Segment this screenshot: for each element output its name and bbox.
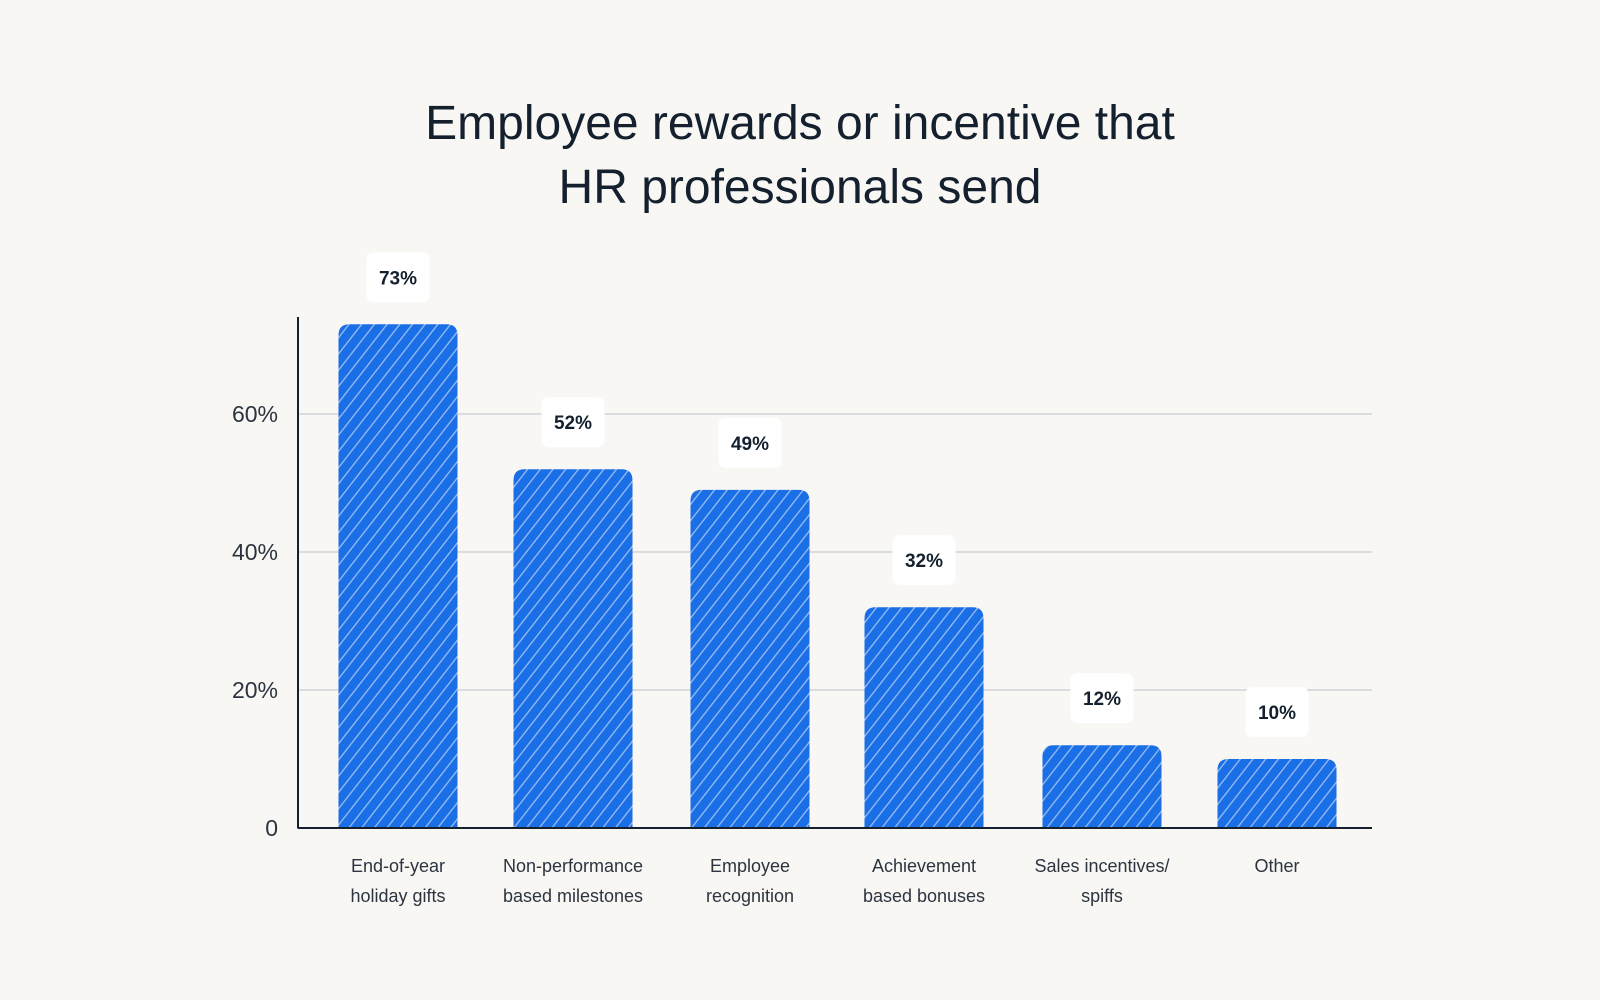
x-tick-label-line: spiffs	[1081, 886, 1123, 906]
x-tick-label-line: Other	[1254, 856, 1299, 876]
value-label: 10%	[1258, 703, 1296, 724]
value-label: 73%	[379, 268, 417, 289]
value-label-box	[1070, 673, 1134, 724]
bar	[690, 489, 810, 828]
x-tick-label: End-of-year holiday gifts	[350, 856, 445, 906]
y-tick-label: 20%	[232, 677, 278, 703]
value-label: 49%	[731, 434, 769, 455]
x-tick-label: Other	[1254, 856, 1299, 876]
bar	[864, 607, 984, 828]
x-tick-label: Sales incentives/spiffs	[1034, 856, 1169, 906]
bar	[513, 469, 633, 828]
chart-title-line-2: HR professionals send	[558, 161, 1042, 214]
x-tick-label: Non-performance based milestones	[503, 856, 643, 906]
x-tick-label: Achievement based bonuses	[863, 856, 985, 906]
x-tick-label-line: Employee	[710, 856, 790, 876]
value-label-box	[366, 252, 430, 303]
x-tick-label-line: based bonuses	[863, 886, 985, 906]
value-label-box	[541, 397, 605, 448]
bar	[1042, 745, 1162, 828]
value-label-box	[892, 535, 956, 586]
x-tick-label-line: Sales incentives/	[1034, 856, 1169, 876]
value-label: 12%	[1083, 689, 1121, 710]
x-tick-label-line: Achievement	[872, 856, 976, 876]
value-label-box	[718, 417, 782, 468]
x-tick-label-line: End-of-year	[351, 856, 445, 876]
y-tick-label: 0	[265, 815, 278, 841]
x-tick-label-line: Non-performance	[503, 856, 643, 876]
chart-title: Employee rewards or incentive that HR pr…	[0, 92, 1600, 220]
bar	[338, 324, 458, 828]
chart-title-line-1: Employee rewards or incentive that	[425, 97, 1175, 150]
y-tick-label: 40%	[232, 539, 278, 565]
value-label: 52%	[554, 413, 592, 434]
bar	[1217, 759, 1337, 828]
x-tick-label-line: holiday gifts	[350, 886, 445, 906]
y-tick-label: 60%	[232, 401, 278, 427]
x-tick-label-line: recognition	[706, 886, 794, 906]
value-label-box	[1245, 687, 1309, 737]
value-label: 32%	[905, 551, 943, 572]
x-tick-label: Employee recognition	[706, 856, 794, 906]
x-tick-label-line: based milestones	[503, 886, 643, 906]
